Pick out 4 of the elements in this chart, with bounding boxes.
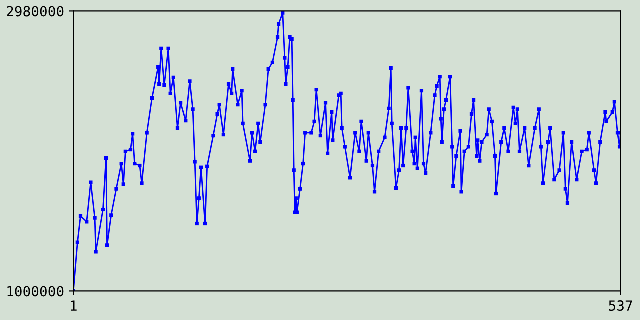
x-tick-label: 1 xyxy=(71,300,77,311)
x-tick-label: 537 xyxy=(609,300,632,312)
y-tick-label: 1000000 xyxy=(8,286,64,297)
y-tick-label: 2980000 xyxy=(7,6,64,17)
